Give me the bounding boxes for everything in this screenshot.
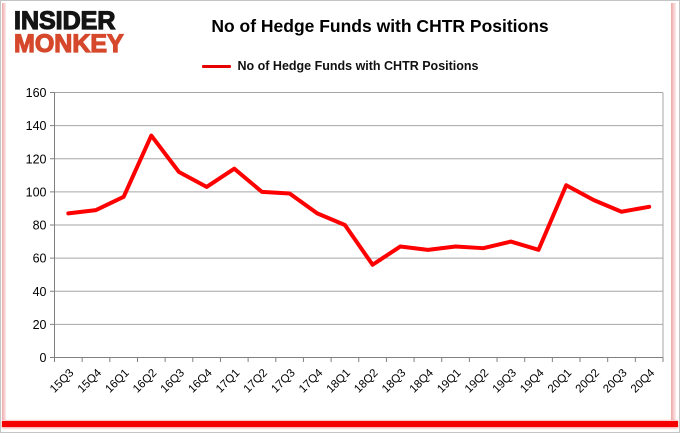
- x-tick-label: 20Q2: [574, 367, 602, 395]
- x-tick-label: 16Q4: [186, 367, 215, 396]
- x-tick-label: 17Q1: [214, 367, 242, 395]
- x-tick-label: 15Q4: [76, 367, 105, 396]
- x-tick-label: 16Q1: [103, 367, 131, 395]
- x-tick-label: 16Q3: [159, 367, 187, 395]
- y-tick-label: 20: [33, 318, 47, 332]
- y-tick-label: 160: [26, 86, 47, 100]
- x-tick-label: 15Q3: [48, 367, 76, 395]
- chart-legend: No of Hedge Funds with CHTR Positions: [41, 59, 639, 73]
- x-tick-label: 17Q3: [269, 367, 297, 395]
- x-tick-label: 19Q2: [463, 367, 491, 395]
- y-tick-label: 40: [33, 285, 47, 299]
- x-tick-label: 19Q1: [435, 367, 463, 395]
- x-tick-label: 18Q3: [380, 367, 408, 395]
- y-tick-label: 120: [26, 152, 47, 166]
- x-tick-label: 18Q1: [325, 367, 353, 395]
- x-tick-label: 18Q2: [352, 367, 380, 395]
- y-tick-label: 60: [33, 252, 47, 266]
- x-tick-label: 20Q3: [601, 367, 629, 395]
- x-tick-label: 20Q1: [546, 367, 574, 395]
- legend-series-label: No of Hedge Funds with CHTR Positions: [237, 59, 479, 73]
- frame-bottom-red-bar: [2, 421, 678, 427]
- x-tick-label: 17Q2: [242, 367, 270, 395]
- chart-title: No of Hedge Funds with CHTR Positions: [211, 16, 549, 36]
- legend-line-marker: [201, 64, 231, 68]
- y-tick-label: 140: [26, 119, 47, 133]
- series-line: [66, 133, 652, 267]
- logo-monkey-text: MONKEY: [13, 30, 124, 58]
- x-tick-label: 17Q4: [297, 367, 326, 396]
- y-tick-label: 80: [33, 219, 47, 233]
- x-tick-label: 16Q2: [131, 367, 159, 395]
- logo-insider-text: INSIDER: [13, 7, 116, 35]
- x-tick-label: 19Q3: [491, 367, 519, 395]
- insider-monkey-logo: INSIDER MONKEY: [13, 7, 124, 58]
- x-tick-label: 19Q4: [518, 367, 547, 396]
- x-tick-label: 18Q4: [408, 367, 437, 396]
- y-tick-label: 0: [40, 351, 47, 365]
- x-tick-label: 20Q4: [629, 367, 658, 396]
- y-tick-label: 100: [26, 185, 47, 199]
